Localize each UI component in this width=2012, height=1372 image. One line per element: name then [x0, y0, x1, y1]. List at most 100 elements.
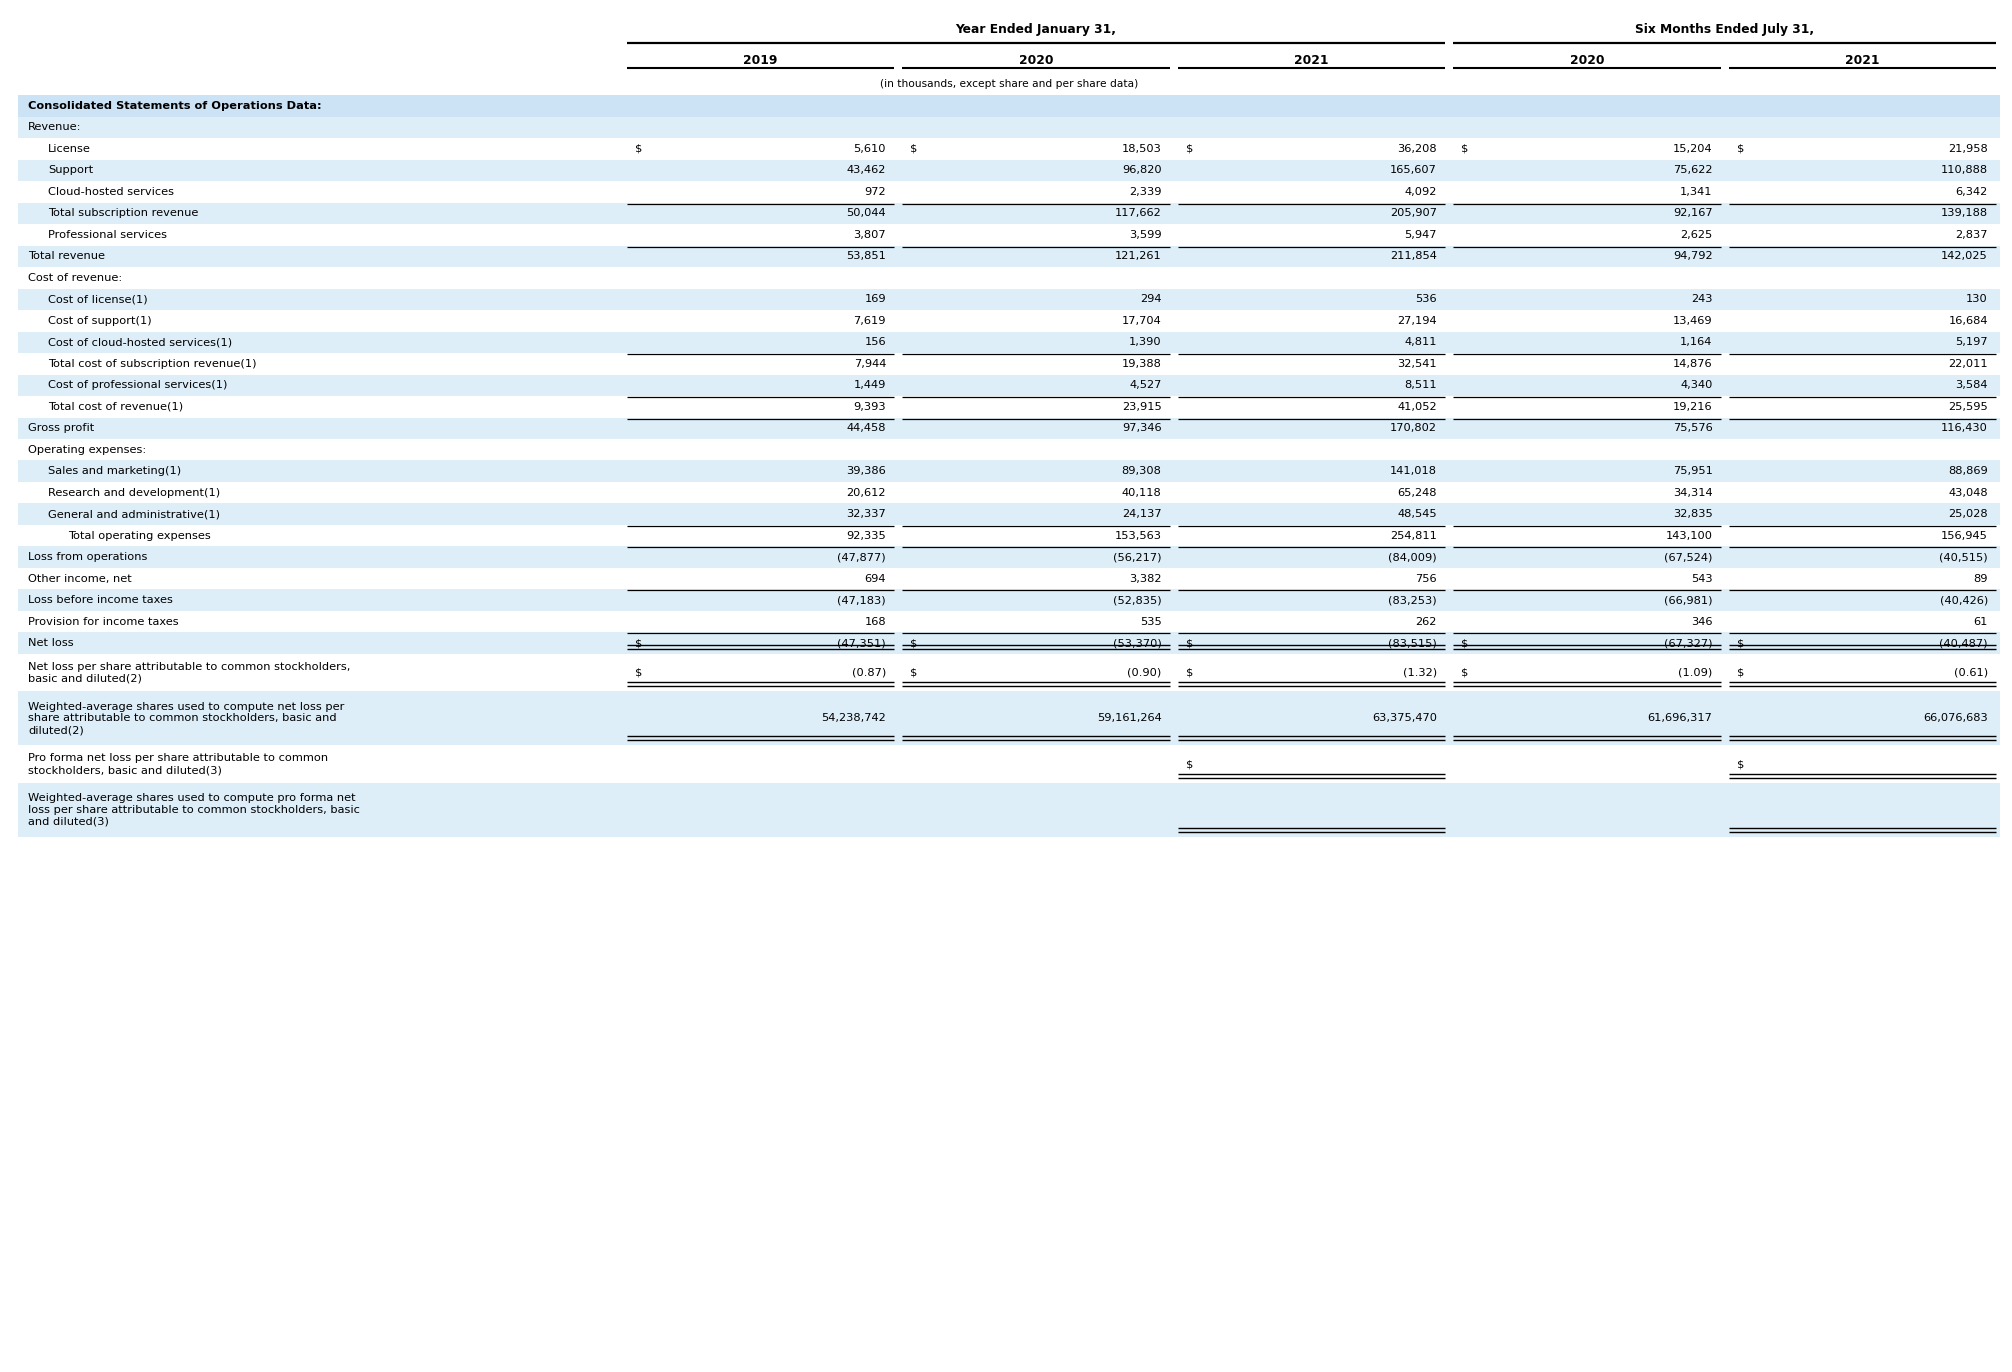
Text: 5,947: 5,947 [1404, 229, 1437, 240]
Text: 27,194: 27,194 [1398, 316, 1437, 325]
Text: 1,341: 1,341 [1680, 187, 1712, 196]
Text: 6,342: 6,342 [1956, 187, 1988, 196]
Text: Provision for income taxes: Provision for income taxes [28, 617, 179, 627]
Bar [18, 159, 2000, 181]
Text: 88,869: 88,869 [1948, 466, 1988, 476]
Text: Total operating expenses: Total operating expenses [68, 531, 211, 541]
Bar [18, 73, 2000, 95]
Text: 54,238,742: 54,238,742 [821, 713, 885, 723]
Text: (40,426): (40,426) [1940, 595, 1988, 605]
Text: 156: 156 [865, 338, 885, 347]
Text: 3,382: 3,382 [1129, 573, 1161, 583]
Text: 1,449: 1,449 [853, 380, 885, 390]
Text: 2,837: 2,837 [1956, 229, 1988, 240]
Text: $: $ [909, 638, 917, 648]
Bar [18, 504, 2000, 525]
Text: 61: 61 [1974, 617, 1988, 627]
Text: 14,876: 14,876 [1672, 358, 1712, 369]
Bar [18, 268, 2000, 288]
Text: 694: 694 [865, 573, 885, 583]
Text: Research and development(1): Research and development(1) [48, 488, 219, 498]
Text: (0.87): (0.87) [851, 668, 885, 678]
Text: Cost of support(1): Cost of support(1) [48, 316, 151, 325]
Text: 2020: 2020 [1569, 54, 1604, 67]
Text: $: $ [1736, 144, 1744, 154]
Text: Sales and marketing(1): Sales and marketing(1) [48, 466, 181, 476]
Text: Cloud-hosted services: Cloud-hosted services [48, 187, 173, 196]
Text: 50,044: 50,044 [847, 209, 885, 218]
Text: 25,595: 25,595 [1948, 402, 1988, 412]
Text: Cost of revenue:: Cost of revenue: [28, 273, 123, 283]
Text: $: $ [634, 638, 642, 648]
Text: 48,545: 48,545 [1398, 509, 1437, 519]
Bar [18, 525, 2000, 546]
Text: $: $ [1185, 638, 1193, 648]
Bar [18, 18, 2000, 48]
Text: Revenue:: Revenue: [28, 122, 82, 132]
Text: 66,076,683: 66,076,683 [1923, 713, 1988, 723]
Text: 18,503: 18,503 [1121, 144, 1161, 154]
Text: 89,308: 89,308 [1121, 466, 1161, 476]
Bar [18, 288, 2000, 310]
Text: 756: 756 [1414, 573, 1437, 583]
Text: 41,052: 41,052 [1398, 402, 1437, 412]
Text: (0.61): (0.61) [1954, 668, 1988, 678]
Text: 25,028: 25,028 [1948, 509, 1988, 519]
Text: 92,167: 92,167 [1672, 209, 1712, 218]
Text: 543: 543 [1690, 573, 1712, 583]
Text: $: $ [1736, 638, 1744, 648]
Text: Cost of license(1): Cost of license(1) [48, 294, 147, 305]
Text: 7,619: 7,619 [853, 316, 885, 325]
Text: 34,314: 34,314 [1672, 488, 1712, 498]
Text: 15,204: 15,204 [1672, 144, 1712, 154]
Text: 5,197: 5,197 [1956, 338, 1988, 347]
Text: 2,339: 2,339 [1129, 187, 1161, 196]
Bar [18, 117, 2000, 139]
Text: Total cost of subscription revenue(1): Total cost of subscription revenue(1) [48, 358, 256, 369]
Text: 168: 168 [865, 617, 885, 627]
Text: 36,208: 36,208 [1398, 144, 1437, 154]
Text: (0.90): (0.90) [1127, 668, 1161, 678]
Bar [18, 224, 2000, 246]
Text: 32,337: 32,337 [847, 509, 885, 519]
Text: (83,253): (83,253) [1388, 595, 1437, 605]
Text: 21,958: 21,958 [1948, 144, 1988, 154]
Text: 205,907: 205,907 [1390, 209, 1437, 218]
Text: $: $ [909, 668, 917, 678]
Text: Operating expenses:: Operating expenses: [28, 445, 147, 454]
Text: 5,610: 5,610 [853, 144, 885, 154]
Bar [18, 48, 2000, 73]
Text: 262: 262 [1416, 617, 1437, 627]
Text: 24,137: 24,137 [1123, 509, 1161, 519]
Bar [18, 139, 2000, 159]
Text: 23,915: 23,915 [1123, 402, 1161, 412]
Text: 97,346: 97,346 [1123, 423, 1161, 434]
Text: 75,951: 75,951 [1672, 466, 1712, 476]
Text: 294: 294 [1141, 294, 1161, 305]
Text: 110,888: 110,888 [1942, 165, 1988, 176]
Text: 32,541: 32,541 [1398, 358, 1437, 369]
Text: 13,469: 13,469 [1672, 316, 1712, 325]
Text: 535: 535 [1139, 617, 1161, 627]
Text: $: $ [1185, 144, 1193, 154]
Text: 3,584: 3,584 [1956, 380, 1988, 390]
Text: (83,515): (83,515) [1388, 638, 1437, 648]
Bar [18, 611, 2000, 632]
Text: (40,487): (40,487) [1940, 638, 1988, 648]
Bar [18, 461, 2000, 482]
Text: (47,877): (47,877) [837, 553, 885, 563]
Text: $: $ [1736, 668, 1744, 678]
Bar [18, 546, 2000, 568]
Text: Weighted-average shares used to compute net loss per
share attributable to commo: Weighted-average shares used to compute … [28, 702, 344, 735]
Text: 32,835: 32,835 [1672, 509, 1712, 519]
Text: 53,851: 53,851 [847, 251, 885, 261]
Bar [18, 417, 2000, 439]
Text: 211,854: 211,854 [1390, 251, 1437, 261]
Text: (1.09): (1.09) [1678, 668, 1712, 678]
Text: $: $ [1185, 668, 1193, 678]
Text: 972: 972 [865, 187, 885, 196]
Text: (67,524): (67,524) [1664, 553, 1712, 563]
Text: 1,390: 1,390 [1129, 338, 1161, 347]
Text: 63,375,470: 63,375,470 [1372, 713, 1437, 723]
Text: 4,092: 4,092 [1404, 187, 1437, 196]
